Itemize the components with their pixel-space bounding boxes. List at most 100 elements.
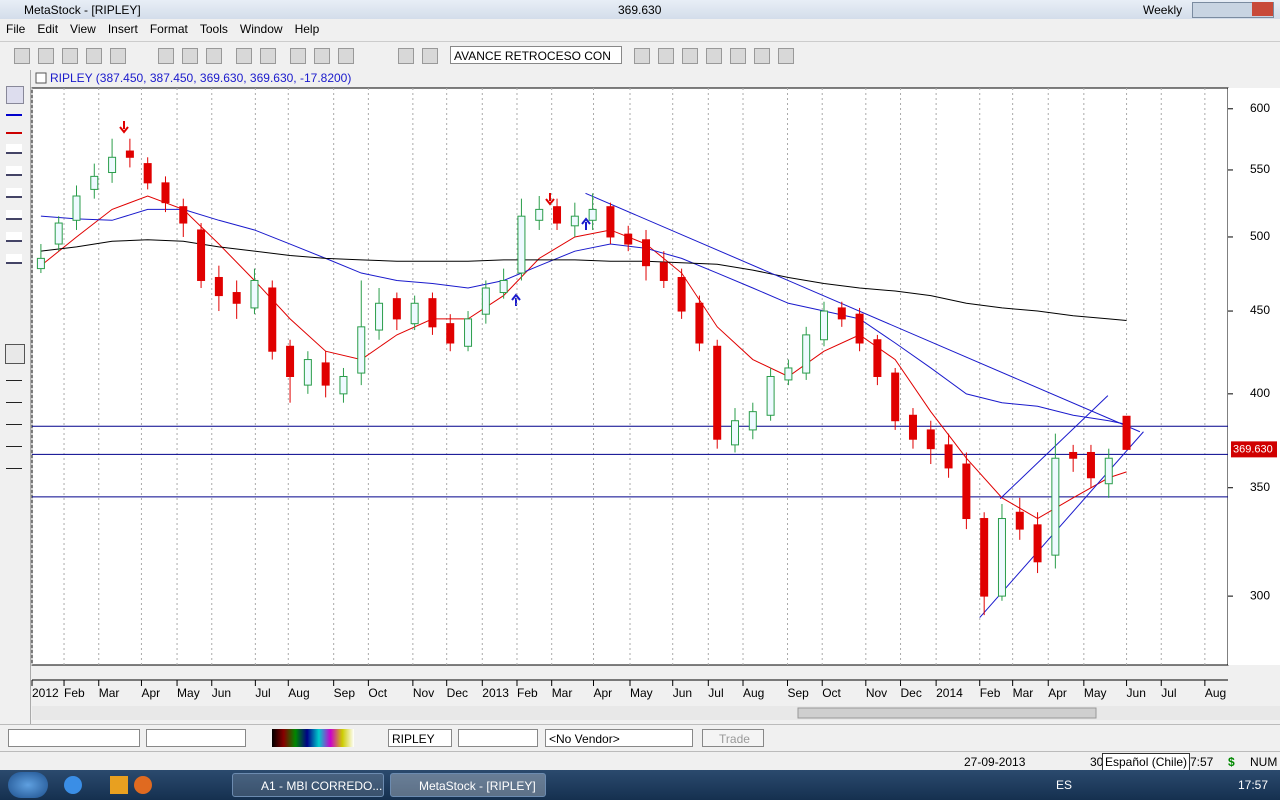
tool-button[interactable] [730,48,746,64]
x-tick-label: Jun [673,686,692,700]
tool-button[interactable] [14,48,30,64]
taskbar: A1 - MBI CORREDO... MetaStock - [RIPLEY]… [0,770,1280,800]
tool-button[interactable] [314,48,330,64]
tool-button[interactable] [658,48,674,64]
candle-body [908,414,917,440]
study-name: AVANCE RETROCESO CON [454,49,611,63]
tool-button[interactable] [6,86,24,104]
candle-body [108,156,117,174]
candle-body [268,287,277,352]
candle-body [375,302,384,331]
tool-button[interactable] [110,48,126,64]
tool-button[interactable] [6,114,22,134]
tool-button[interactable] [338,48,354,64]
y-tick-label: 350 [1250,480,1270,494]
tool-button[interactable] [206,48,222,64]
candle-body [1015,511,1024,530]
candle-body [837,307,846,320]
y-tick-label: 550 [1250,162,1270,176]
num-lock: NUM [1250,755,1278,769]
candle-body [553,206,562,224]
close-button[interactable] [1252,2,1273,16]
tool-button[interactable] [236,48,252,64]
x-tick-label: Oct [368,686,387,700]
tool-button[interactable] [682,48,698,64]
x-tick-label: Jun [1127,686,1146,700]
ie-icon[interactable] [64,776,82,794]
y-tick-label: 600 [1250,101,1270,115]
firefox-icon[interactable] [134,776,152,794]
candle-body [659,262,668,281]
tool-button[interactable] [290,48,306,64]
trend-line [585,192,1141,433]
chart-legend: RIPLEY (387.450, 387.450, 369.630, 369.6… [50,71,351,85]
candle-body [731,420,740,446]
tool-button[interactable] [422,48,438,64]
tool-button[interactable] [634,48,650,64]
tool-button[interactable] [778,48,794,64]
status-bar: 27-09-2013 30 Español (Chile) 7:57 $ NUM [0,751,1280,771]
x-tick-label: Dec [447,686,468,700]
menu-item[interactable]: Window [239,22,283,36]
x-tick-label: Mar [99,686,120,700]
line-width[interactable] [146,729,246,747]
x-tick-label: Feb [980,686,1001,700]
x-tick-label: Jul [255,686,270,700]
menu-item[interactable]: View [70,22,96,36]
study-dropdown[interactable]: AVANCE RETROCESO CON [450,46,622,64]
color-palette[interactable] [272,729,354,747]
chart-window: RIPLEY (387.450, 387.450, 369.630, 369.6… [31,70,1280,720]
menu-bar: File Edit View Insert Format Tools Window Help [0,19,1280,40]
vendor-box[interactable]: <No Vendor> [545,729,693,747]
candle-body [1051,457,1060,556]
x-tick-label: May [1084,686,1107,700]
last-price-box [1231,441,1277,458]
tool-button[interactable] [86,48,102,64]
candle-body [606,206,615,238]
tool-button[interactable] [182,48,198,64]
toolbar: AVANCE RETROCESO CON [0,41,1280,71]
tool-button[interactable] [38,48,54,64]
candle-body [1069,451,1078,459]
menu-item[interactable]: File [6,22,26,36]
tool-group[interactable] [6,370,22,470]
x-tick-label: Oct [822,686,841,700]
menu-item[interactable]: Edit [37,22,59,36]
x-tick-label: May [630,686,653,700]
menu-item[interactable]: Help [294,22,320,36]
dropdown[interactable] [458,729,538,747]
symbol-box[interactable]: RIPLEY [388,729,452,747]
pointer-tool[interactable] [5,344,25,364]
candle-body [855,313,864,344]
status-day: 30 [1090,755,1104,769]
x-tick-label: Jun [212,686,231,700]
media-icon[interactable] [110,776,128,794]
tool-button[interactable] [706,48,722,64]
scroll-thumb[interactable] [797,707,1097,719]
start-button[interactable] [8,772,48,798]
x-tick-label: Feb [517,686,538,700]
candle-body [54,222,63,245]
buy-arrow [581,217,591,230]
line-style[interactable] [8,729,140,747]
task-button[interactable]: A1 - MBI CORREDO... [232,773,384,797]
menu-item[interactable]: Format [149,22,188,36]
currency: $ [1228,755,1235,769]
x-tick-label: Mar [552,686,573,700]
tool-button[interactable] [754,48,770,64]
candle-body [517,215,526,274]
tool-button[interactable] [260,48,276,64]
menu-item[interactable]: Tools [199,22,228,36]
tool-button[interactable] [62,48,78,64]
candle-body [250,279,259,309]
symbol: RIPLEY [392,732,435,746]
tool-group[interactable] [6,144,22,264]
trade-button[interactable]: Trade [702,729,764,747]
candle-body [321,362,330,386]
task-button[interactable]: MetaStock - [RIPLEY] [390,773,546,797]
menu-item[interactable]: Insert [107,22,138,36]
tool-button[interactable] [158,48,174,64]
tool-button[interactable] [398,48,414,64]
period: Weekly [1143,3,1183,17]
